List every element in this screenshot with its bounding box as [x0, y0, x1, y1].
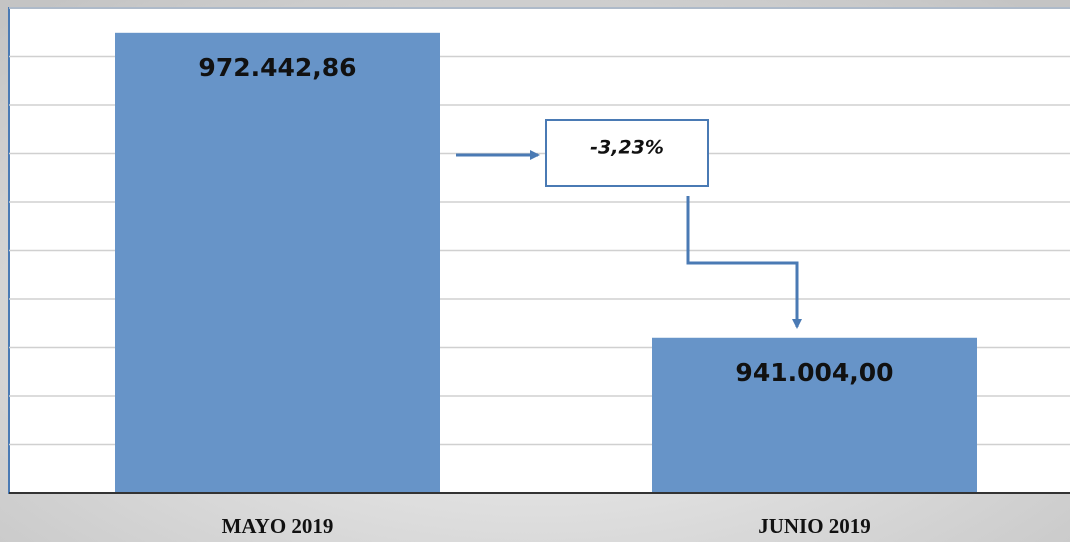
annotation: -3,23% [590, 137, 664, 159]
bar [652, 337, 977, 493]
x-tick-label: JUNIO 2019 [758, 514, 871, 538]
x-tick-label: MAYO 2019 [222, 514, 334, 538]
data-label: 972.442,86 [198, 53, 356, 82]
arrow [686, 196, 802, 329]
data-label: 941.004,00 [735, 358, 893, 387]
bar [115, 32, 440, 493]
annotation-box [545, 119, 709, 187]
